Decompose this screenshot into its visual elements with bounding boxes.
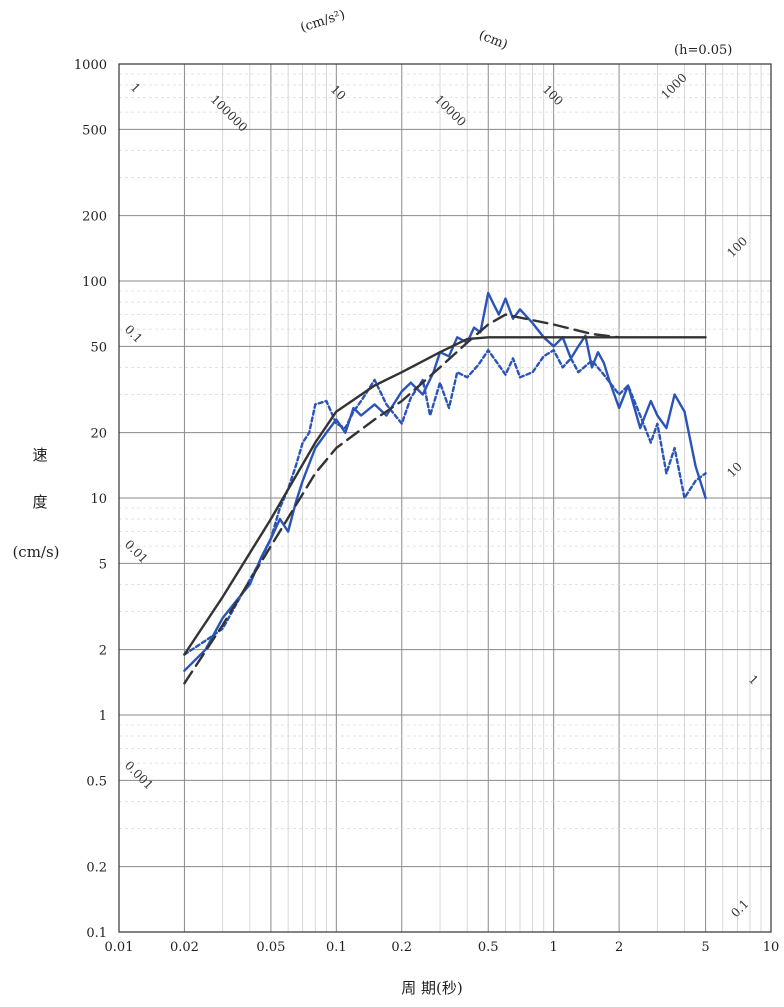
x-tick-label: 0.05 xyxy=(256,940,285,955)
series-layer xyxy=(183,291,707,685)
y-tick-label: 1 xyxy=(99,709,107,724)
y-tick-label: 20 xyxy=(90,427,107,442)
grid-layer xyxy=(119,64,771,932)
series-line-solid-black xyxy=(183,336,707,656)
right-diagonal-scale-label: 0.1 xyxy=(728,897,751,920)
series-line-dotted-blue xyxy=(183,349,707,656)
disp-unit-label: (cm) xyxy=(477,28,510,53)
accel-unit-label: (cm/s²) xyxy=(299,7,347,35)
right-diagonal-scale-label: 100 xyxy=(724,234,750,260)
x-tick-label: 0.2 xyxy=(391,940,412,955)
x-tick-label: 0.5 xyxy=(478,940,499,955)
x-tick-label: 1 xyxy=(550,940,558,955)
x-tick-label: 0.02 xyxy=(170,940,199,955)
series-line-solid-blue xyxy=(183,291,707,672)
y-tick-label: 5 xyxy=(99,557,107,572)
y-tick-label: 100 xyxy=(82,275,107,290)
y-tick-label: 10 xyxy=(90,492,107,507)
x-tick-label: 5 xyxy=(701,940,709,955)
damping-label: (h=0.05) xyxy=(674,43,732,58)
tick-label-layer: 0.01 0.02 0.05 0.1 0.2 0.5 1 2 5 100.10.20.512510… xyxy=(74,58,779,955)
y-tick-label: 200 xyxy=(82,210,107,225)
ylabel-line-3: (cm/s) xyxy=(12,543,59,561)
y-tick-label: 50 xyxy=(90,340,107,355)
plot-frame xyxy=(118,63,772,933)
x-axis-label: 周 期(秒) xyxy=(401,979,462,997)
top-diagonal-scale-label: 1 xyxy=(128,80,143,95)
x-tick-label: 2 xyxy=(615,940,623,955)
series-line-dashed-black xyxy=(183,313,621,685)
y-tick-label: 1000 xyxy=(74,58,107,73)
x-tick-label: 10 xyxy=(763,940,780,955)
right-diagonal-scale-label: 1 xyxy=(746,672,761,687)
y-tick-label: 0.1 xyxy=(86,926,107,941)
ylabel-line-2: 度 xyxy=(32,493,47,511)
y-axis-label: 速 度 (cm/s) xyxy=(12,446,59,561)
left-diagonal-scale-label: 0.1 xyxy=(122,322,145,345)
x-tick-label: 0.1 xyxy=(326,940,347,955)
y-tick-label: 500 xyxy=(82,123,107,138)
ylabel-line-1: 速 xyxy=(32,446,47,464)
right-diagonal-scale-label: 10 xyxy=(724,459,745,480)
x-tick-label: 0.01 xyxy=(105,940,134,955)
y-tick-label: 0.2 xyxy=(86,861,107,876)
y-tick-label: 0.5 xyxy=(86,774,107,789)
top-diagonal-scale-label: 100000 xyxy=(208,92,250,134)
y-tick-label: 2 xyxy=(99,644,107,659)
left-diagonal-scale-label: 0.01 xyxy=(122,537,151,566)
